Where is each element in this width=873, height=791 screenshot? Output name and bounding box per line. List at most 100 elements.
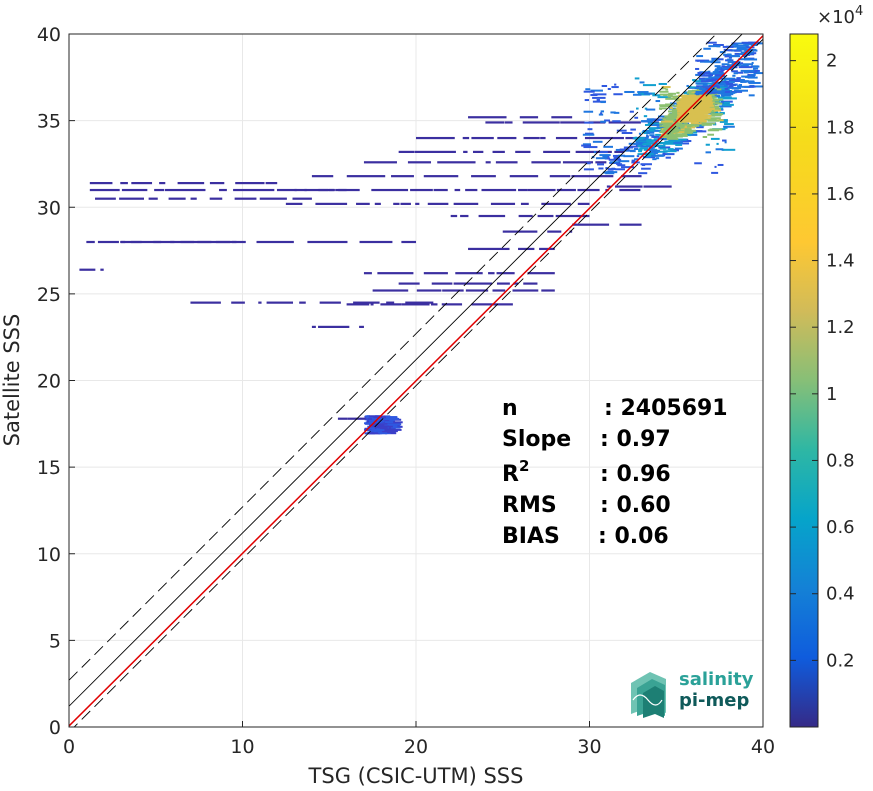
density-cell: [733, 72, 738, 75]
density-cell: [710, 113, 723, 116]
density-cell: [737, 46, 747, 49]
density-cell: [686, 84, 689, 87]
density-strip: [527, 272, 555, 275]
density-cell: [724, 78, 738, 81]
density-cell: [665, 97, 680, 100]
density-strip: [497, 136, 517, 140]
density-strip: [453, 282, 493, 285]
density-strip: [540, 136, 546, 140]
density-cell: [380, 425, 384, 428]
density-strip: [504, 121, 513, 124]
density-strip: [488, 272, 495, 275]
density-cell: [748, 94, 755, 97]
density-strip: [311, 325, 316, 328]
density-cell: [619, 148, 630, 151]
density-cell: [734, 52, 740, 55]
density-cell: [637, 92, 649, 95]
density-cell: [597, 163, 605, 166]
density-cell: [740, 64, 749, 67]
density-strip: [577, 188, 600, 192]
density-strip: [519, 116, 539, 119]
density-cell: [649, 149, 660, 152]
density-strip: [496, 272, 515, 275]
density-cell: [701, 104, 715, 107]
density-strip: [374, 202, 381, 205]
density-strip: [159, 181, 166, 185]
density-cell: [697, 114, 705, 117]
density-cell: [646, 108, 656, 111]
density-cell: [621, 132, 633, 135]
density-cell: [689, 124, 693, 127]
density-cell: [741, 41, 754, 44]
density-cell: [708, 72, 722, 75]
stat-value: : 0.60: [600, 493, 671, 518]
density-cell: [714, 75, 726, 78]
density-cell: [379, 432, 388, 435]
density-cell: [716, 66, 722, 69]
regression-line: [69, 35, 763, 727]
density-cell: [723, 125, 735, 128]
x-axis-label: TSG (CSIC-UTM) SSS: [308, 764, 524, 788]
density-cell: [584, 99, 590, 102]
density-strip: [502, 230, 538, 233]
density-cell: [599, 154, 611, 157]
density-strip: [465, 289, 489, 292]
density-cell: [732, 74, 736, 77]
density-cell: [735, 44, 749, 47]
density-cell: [583, 110, 594, 113]
density-cell: [736, 77, 741, 80]
colorbar-tick-label: 1.4: [826, 251, 855, 272]
density-cell: [727, 61, 741, 64]
density-cell: [726, 91, 736, 94]
density-cell: [731, 90, 743, 93]
density-cell: [711, 58, 719, 61]
density-cell: [690, 99, 704, 102]
stat-superscript: 2: [519, 457, 529, 475]
density-cell: [583, 146, 598, 149]
density-cell: [710, 102, 723, 105]
density-cell: [707, 119, 720, 122]
density-strip: [614, 185, 643, 188]
density-cell: [685, 128, 692, 131]
density-cell: [613, 93, 623, 96]
density-strip: [356, 202, 370, 205]
density-strip: [89, 188, 120, 192]
density-strip: [391, 175, 414, 178]
density-cell: [724, 55, 730, 58]
density-cell: [582, 143, 591, 146]
density-cell: [700, 80, 714, 83]
density-strip: [346, 175, 386, 178]
density-strip: [472, 150, 484, 154]
density-strip: [543, 150, 571, 154]
density-cell: [385, 415, 391, 418]
one-to-one-line: [69, 34, 743, 707]
density-cell: [682, 130, 694, 133]
density-strip: [380, 303, 402, 306]
colorbar-tick-label: 2: [826, 51, 837, 72]
density-strip: [377, 272, 414, 275]
density-cell: [748, 85, 756, 88]
density-cell: [683, 92, 690, 95]
density-strip: [315, 202, 348, 205]
density-cell: [721, 63, 730, 66]
density-cell: [691, 118, 703, 121]
density-cell: [370, 430, 384, 433]
density-cell: [371, 429, 382, 432]
density-cell: [685, 99, 693, 102]
density-cell: [632, 93, 642, 96]
density-cell: [680, 98, 688, 101]
density-strip: [468, 247, 510, 251]
density-cell: [696, 85, 709, 88]
density-cell: [726, 86, 734, 89]
density-cell: [681, 101, 693, 104]
density-cell: [592, 140, 603, 143]
density-cell: [381, 418, 392, 421]
density-cell: [658, 115, 669, 118]
density-cell: [629, 110, 634, 113]
density-cell: [669, 114, 677, 117]
density-cell: [680, 128, 685, 131]
density-cell: [601, 84, 608, 87]
density-strip: [471, 175, 496, 178]
density-strip: [588, 121, 606, 124]
density-cell: [701, 122, 716, 125]
